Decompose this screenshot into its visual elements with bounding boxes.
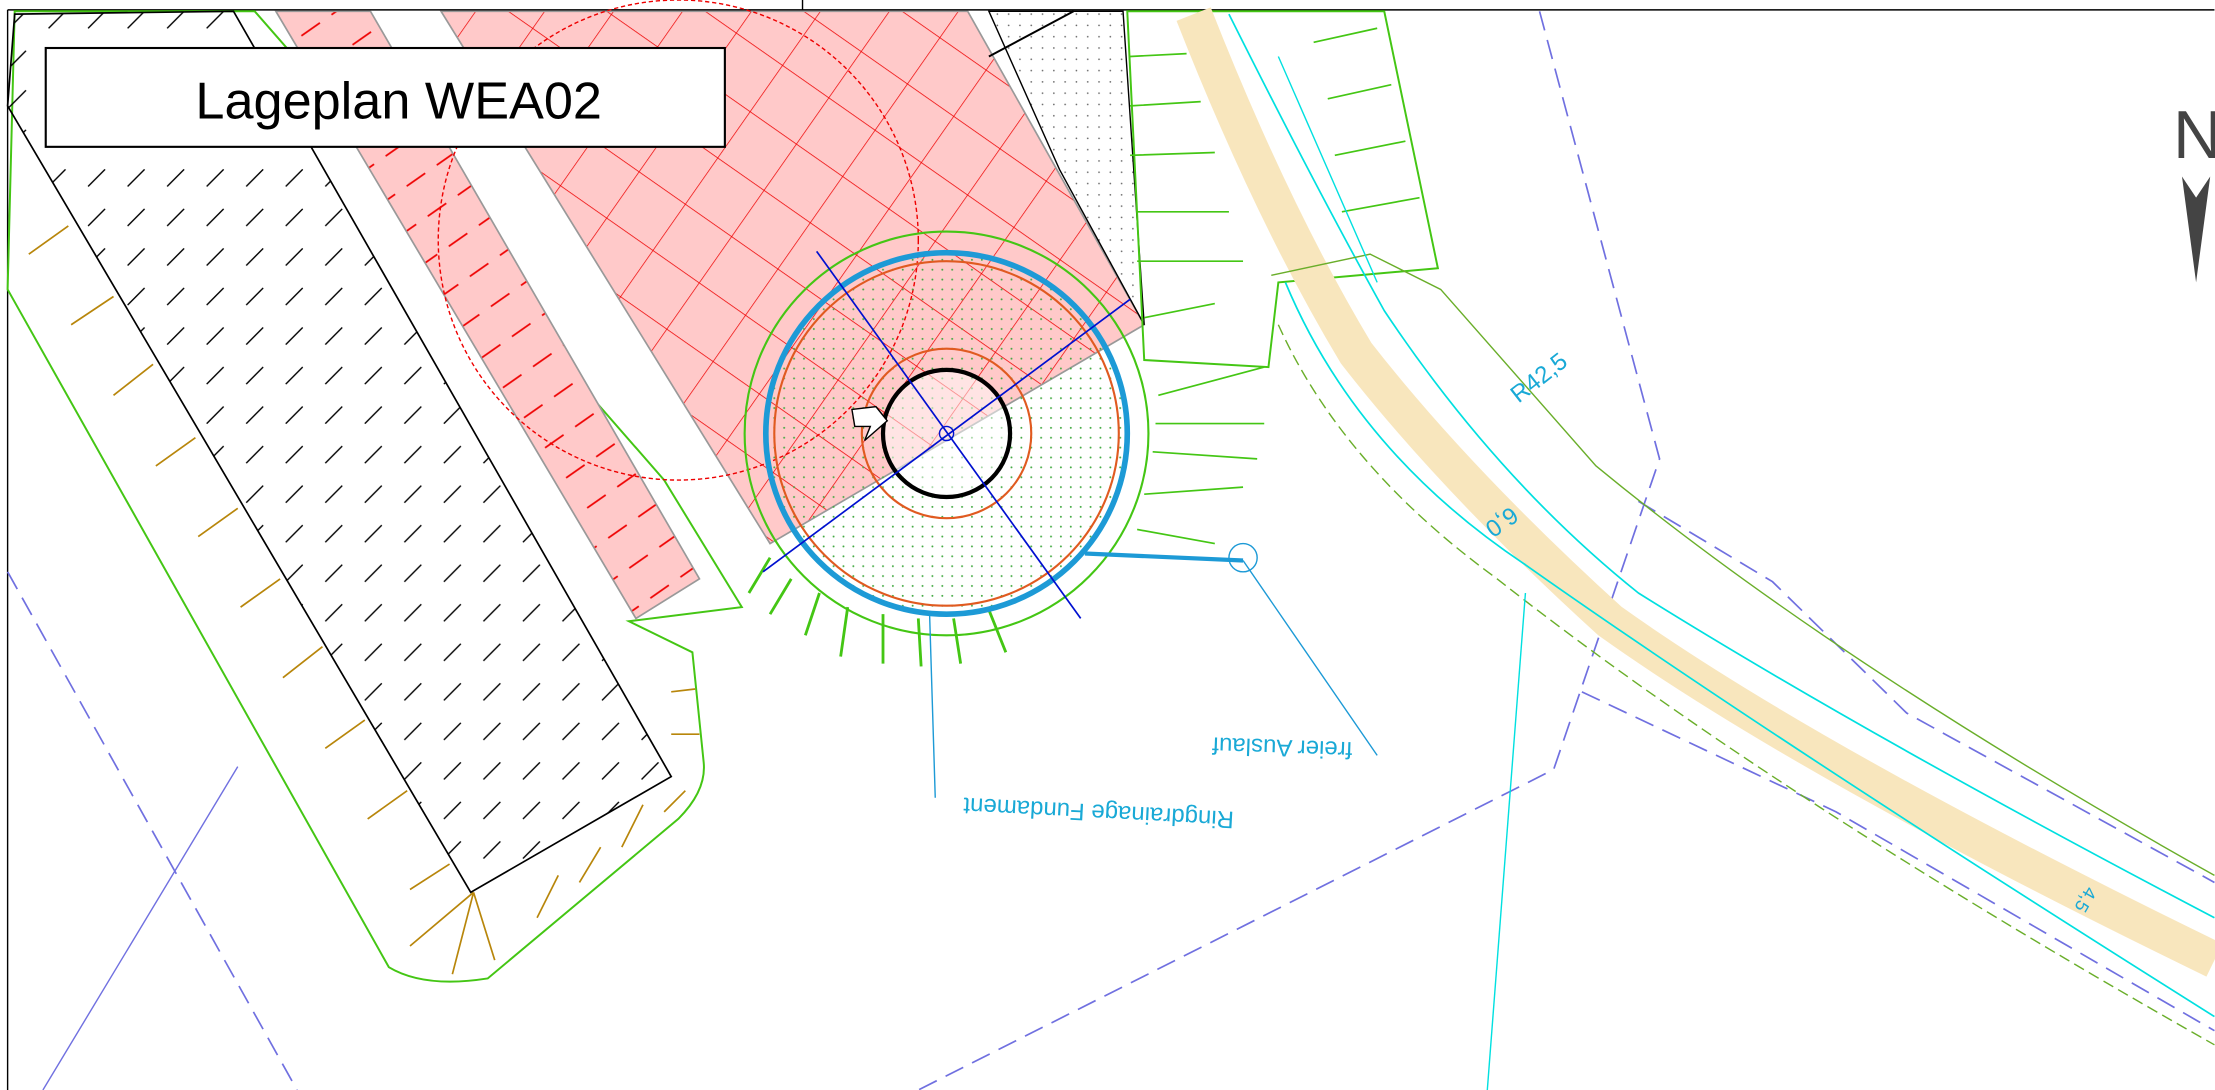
drainage-label: Ringdrainage Fundament [962, 792, 1234, 833]
outlet [1229, 544, 1257, 572]
north-arrow [2182, 176, 2210, 282]
arrow-line [43, 767, 238, 1090]
cyan-line [1487, 593, 1525, 1090]
tower [883, 370, 1010, 497]
road-band [1194, 14, 2215, 960]
drain-pipe [1085, 553, 1243, 560]
radius-label: R42,5 [1506, 348, 1573, 409]
north-label: N [2173, 98, 2215, 173]
drawing: R42,5 6,0 4,5 freier Auslauf Ringdrainag… [8, 0, 2215, 1090]
site-plan: R42,5 6,0 4,5 freier Auslauf Ringdrainag… [0, 0, 2215, 1090]
outlet-label: freier Auslauf [1212, 731, 1353, 763]
title: Lageplan WEA02 [195, 73, 602, 131]
road-edge [1229, 14, 2215, 918]
